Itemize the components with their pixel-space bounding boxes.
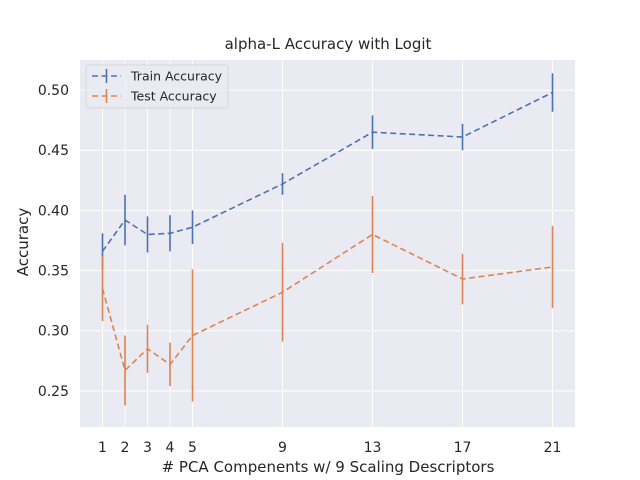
series-line: [101, 233, 553, 372]
x-tick-label: 4: [166, 440, 175, 456]
x-tick-label: 1: [98, 440, 107, 456]
series-test: [101, 195, 554, 406]
x-axis-label: # PCA Compenents w/ 9 Scaling Descriptor…: [162, 458, 495, 476]
y-tick-labels: 0.25 0.30 0.35 0.40 0.45 0.50: [38, 83, 69, 400]
y-tick-label: 0.25: [38, 384, 69, 400]
x-tick-label: 3: [143, 440, 152, 456]
x-tick-label: 5: [188, 440, 197, 456]
grid: [80, 60, 575, 427]
y-tick-label: 0.45: [38, 143, 69, 159]
x-tick-label: 17: [454, 440, 472, 456]
y-tick-label: 0.30: [38, 324, 69, 340]
y-tick-label: 0.50: [38, 83, 69, 99]
x-tick-label: 21: [544, 440, 562, 456]
x-tick-label: 2: [121, 440, 130, 456]
legend: Train Accuracy Test Accuracy: [85, 64, 229, 109]
y-axis-label: Accuracy: [14, 208, 32, 277]
plot-area: [80, 60, 575, 427]
chart-title: alpha-L Accuracy with Logit: [225, 35, 432, 53]
legend-label: Test Accuracy: [130, 89, 217, 104]
x-tick-labels: 1 2 3 4 5 9 13 17 21: [98, 440, 561, 456]
legend-box: [85, 64, 229, 109]
legend-label: Train Accuracy: [130, 69, 223, 84]
x-tick-label: 13: [364, 440, 382, 456]
y-tick-label: 0.40: [38, 203, 69, 219]
series-layer: [101, 73, 554, 406]
x-tick-label: 9: [278, 440, 287, 456]
series-train: [101, 73, 554, 270]
y-tick-label: 0.35: [38, 264, 69, 280]
series-line: [101, 91, 553, 252]
